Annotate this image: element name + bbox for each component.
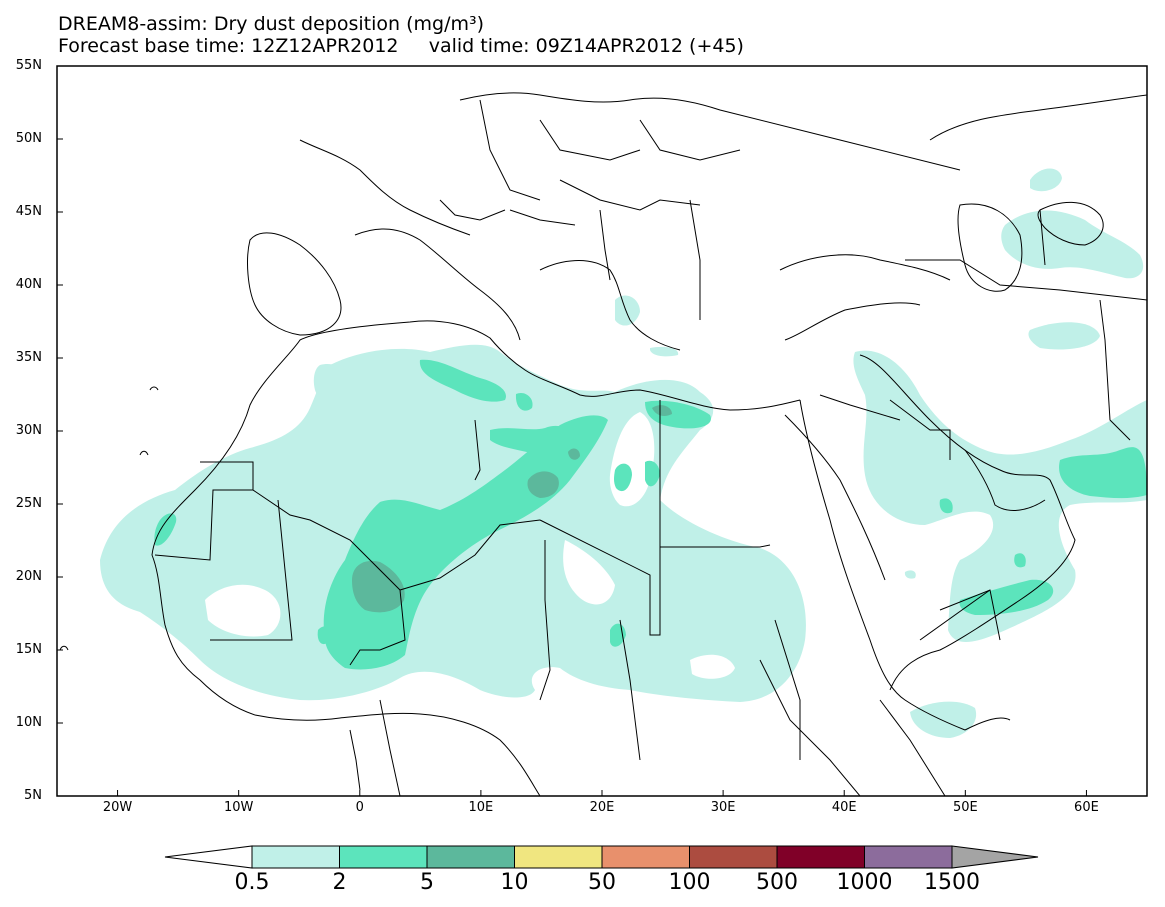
lat-label: 50N	[15, 131, 42, 146]
colorbar-swatch	[514, 845, 603, 869]
lon-label: 60E	[1074, 800, 1099, 815]
dust-field	[100, 168, 1147, 738]
colorbar-label: 1500	[924, 870, 980, 895]
lat-label: 40N	[15, 277, 42, 292]
dust-band-5	[352, 405, 672, 613]
colorbar-label: 50	[588, 870, 616, 895]
lon-label: 10W	[223, 800, 254, 815]
colorbar-label: 100	[668, 870, 711, 895]
lat-label: 55N	[15, 58, 42, 73]
lat-label: 30N	[15, 423, 42, 438]
colorbar	[164, 845, 1039, 869]
forecast-times: Forecast base time: 12Z12APR2012 valid t…	[58, 35, 744, 57]
colorbar-label: 500	[756, 870, 798, 895]
colorbar-swatch	[339, 845, 428, 869]
lon-label: 40E	[831, 800, 857, 815]
colorbar-swatch	[864, 845, 953, 869]
lat-label: 10N	[15, 715, 42, 730]
lon-label: 50E	[952, 800, 978, 815]
lat-label: 5N	[24, 788, 42, 803]
dust-gaps	[205, 412, 735, 679]
colorbar-under-triangle	[164, 845, 253, 869]
colorbar-label: 2	[332, 870, 347, 895]
lat-label: 15N	[15, 642, 42, 657]
colorbar-swatch	[689, 845, 778, 869]
colorbar-swatch	[776, 845, 865, 869]
colorbar-label: 1000	[836, 870, 893, 895]
lon-label: 20W	[102, 800, 133, 815]
lon-label: 30E	[710, 800, 736, 815]
lon-label: 20E	[589, 800, 615, 815]
colorbar-swatch	[601, 845, 690, 869]
colorbar-label: 0.5	[234, 870, 270, 895]
colorbar-over-triangle	[951, 845, 1039, 869]
lat-label: 20N	[15, 569, 42, 584]
colorbar-swatch	[426, 845, 515, 869]
colorbar-swatch	[251, 845, 340, 869]
lat-label: 25N	[15, 496, 42, 511]
colorbar-label: 10	[500, 870, 529, 895]
lat-label: 45N	[15, 204, 42, 219]
colorbar-label: 5	[420, 870, 434, 895]
chart-title: DREAM8-assim: Dry dust deposition (mg/m³…	[58, 13, 485, 35]
coastlines-and-borders	[59, 92, 1147, 796]
lat-label: 35N	[15, 350, 42, 365]
axis-ticks	[57, 65, 1087, 797]
lon-label: 0	[355, 800, 364, 815]
lon-label: 10E	[468, 800, 494, 815]
